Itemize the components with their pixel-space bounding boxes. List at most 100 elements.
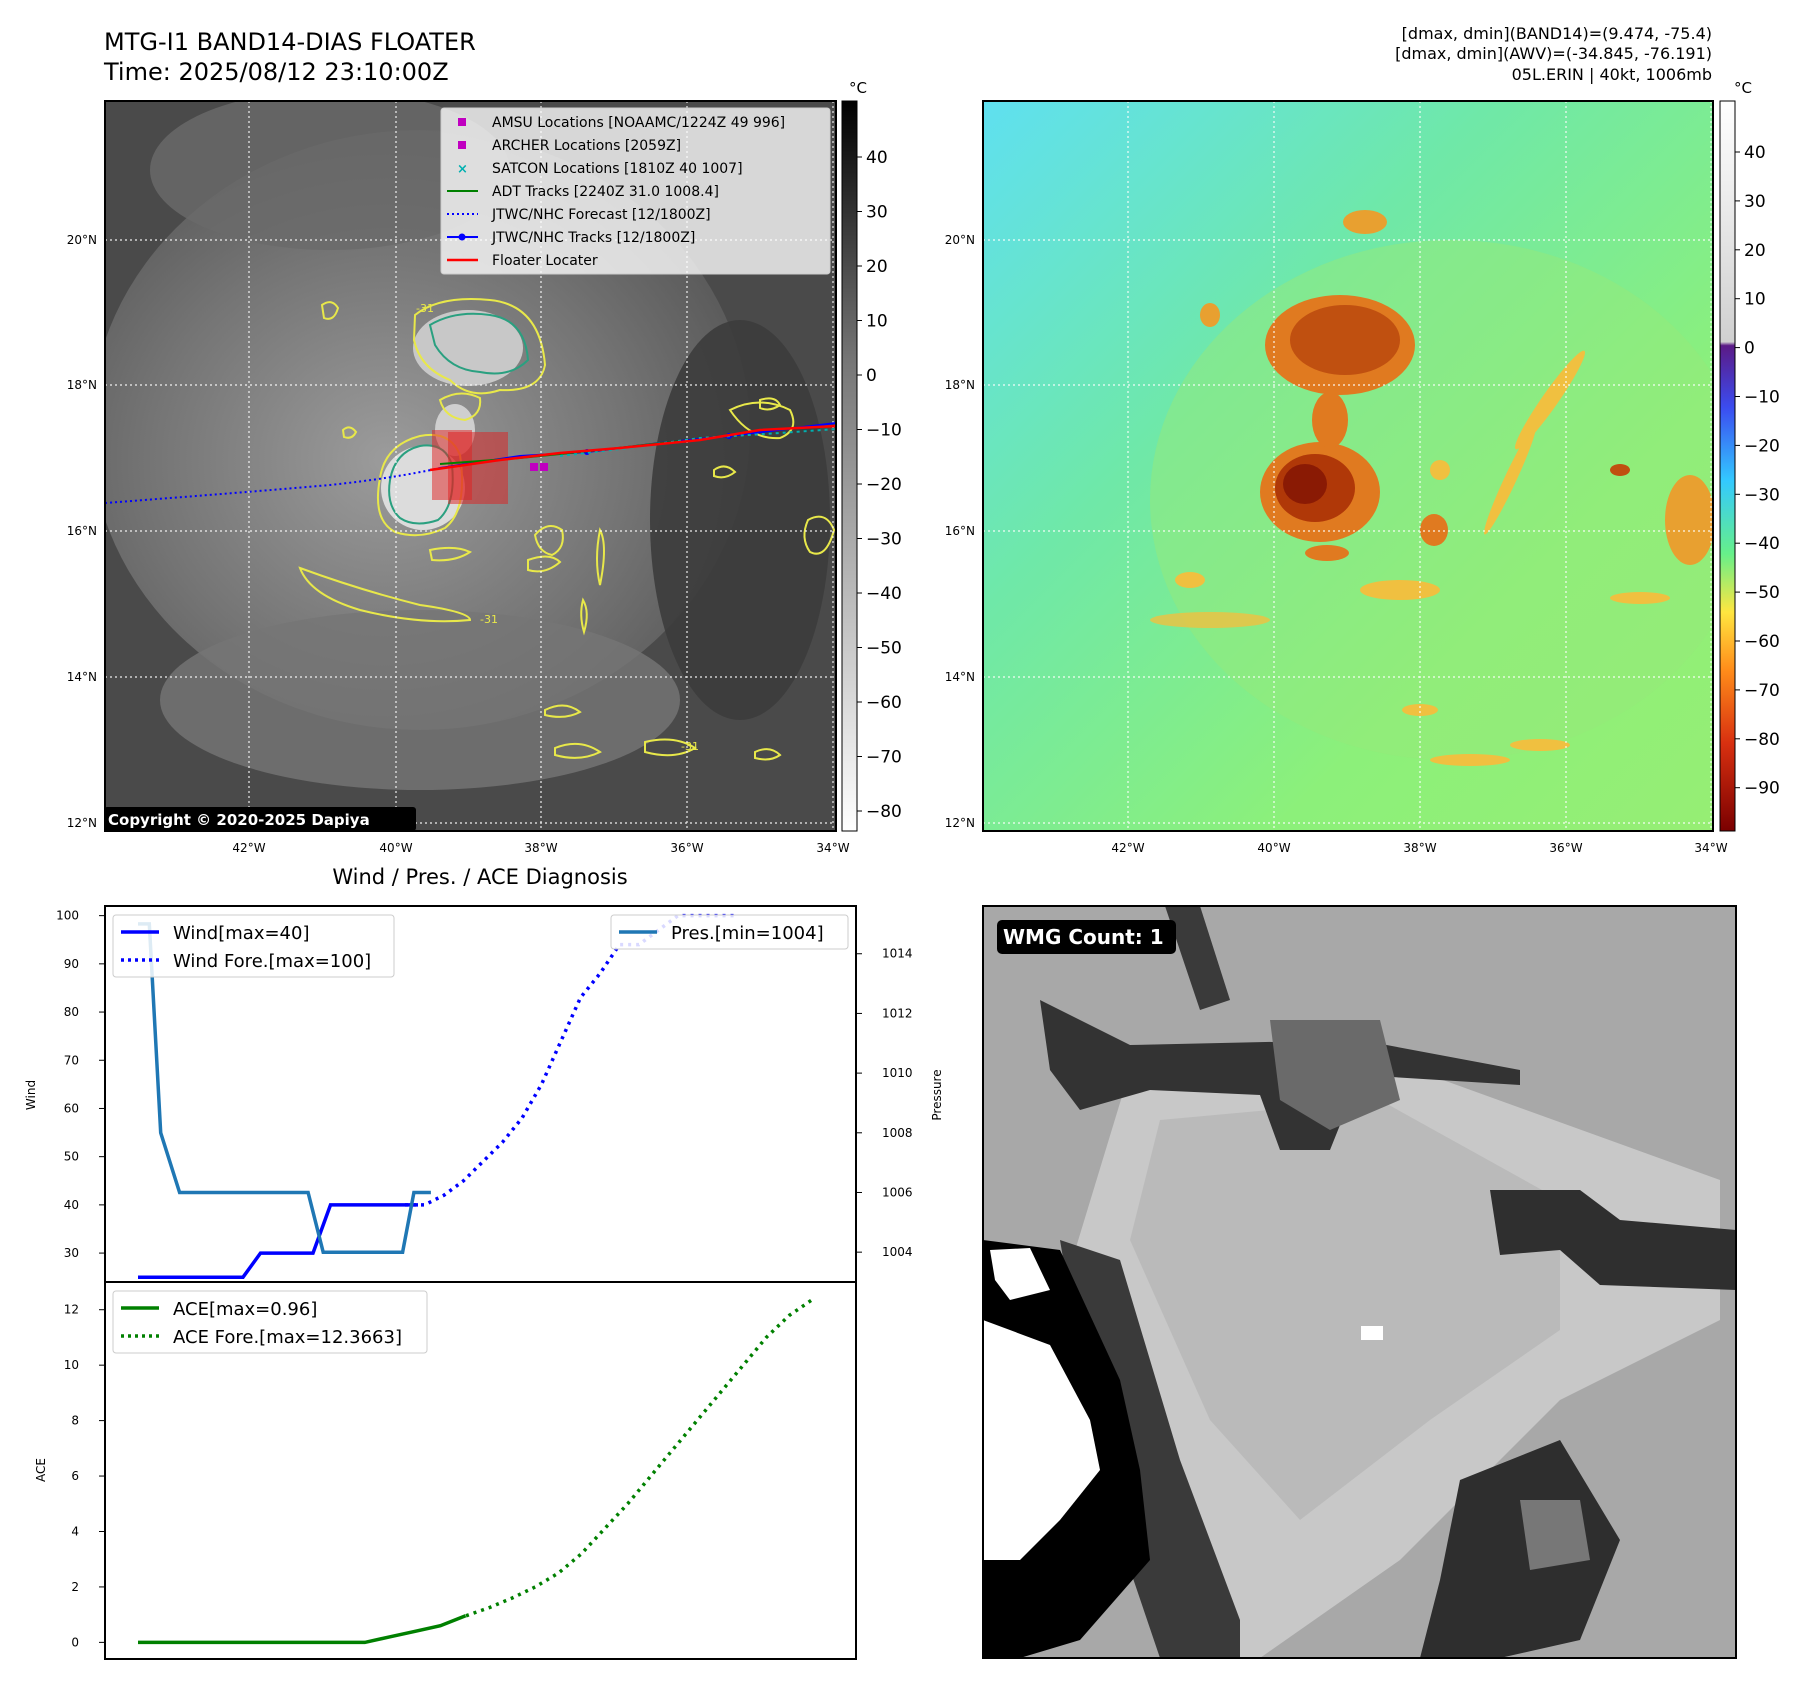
wind-tick-label: 40 xyxy=(64,1198,79,1212)
wmg-frame xyxy=(982,905,1737,1659)
awv-map-frame xyxy=(982,100,1714,832)
awv-lon-label: 36°W xyxy=(1549,841,1582,855)
legend-tracks-dot xyxy=(458,233,466,241)
awv-lat-label: 20°N xyxy=(945,233,975,247)
ir-colorbar-unit: °C xyxy=(849,79,867,97)
ace-axis-label: ACE xyxy=(34,1458,48,1482)
pressure-legend-box xyxy=(610,914,849,950)
pressure-tick-label: 1014 xyxy=(882,947,913,961)
awv-colorbar-tick-label: −80 xyxy=(1744,730,1780,750)
ace-tick-label: 10 xyxy=(64,1358,79,1372)
awv-colorbar xyxy=(1719,100,1736,832)
legend-archer-label: ARCHER Locations [2059Z] xyxy=(492,138,681,154)
acefore-legend-label: ACE Fore.[max=12.3663] xyxy=(173,1327,402,1348)
ace-tick-label: 12 xyxy=(64,1303,79,1317)
awv-map: 42°W 40°W 38°W 36°W 34°W 20°N 18°N 16°N … xyxy=(945,79,1780,855)
wmg-count-label: WMG Count: 1 xyxy=(1003,925,1164,949)
awv-lon-label: 42°W xyxy=(1111,841,1144,855)
ace-tick-label: 6 xyxy=(71,1469,79,1483)
ir-cloud-east xyxy=(650,320,830,720)
awv-lon-label: 34°W xyxy=(1694,841,1727,855)
awv-colorbar-tick-label: 20 xyxy=(1744,241,1766,261)
ir-contour-label-3: -31 xyxy=(681,740,699,753)
diagnosis-title: Wind / Pres. / ACE Diagnosis xyxy=(332,865,627,889)
ir-lat-label: 18°N xyxy=(67,378,97,392)
awv-colorbar-tick-label: −50 xyxy=(1744,583,1780,603)
ace-tick-label: 0 xyxy=(71,1635,79,1649)
awv-colorbar-tick-label: −90 xyxy=(1744,779,1780,799)
ir-colorbar-tick-label: −80 xyxy=(866,802,902,822)
diagnosis-panel: Wind / Pres. / ACE Diagnosis 10090807060… xyxy=(24,865,944,1660)
awv-lat-label: 18°N xyxy=(945,378,975,392)
wind-tick-label: 90 xyxy=(64,957,79,971)
ir-colorbar-tick-label: 30 xyxy=(866,203,888,223)
ir-cloud-north xyxy=(150,101,510,250)
pressure-axis-ticks: 1014 1012 1010 1008 1006 1004 xyxy=(856,947,913,1259)
awv-colorbar-tick-label: −20 xyxy=(1744,436,1780,456)
wind-legend: Wind[max=40] Wind Fore.[max=100] xyxy=(112,914,395,978)
ir-legend-box xyxy=(440,107,831,275)
wmg-lighter-core xyxy=(1130,1100,1560,1520)
legend-amsu-label: AMSU Locations [NOAAMC/1224Z 49 996] xyxy=(492,115,785,131)
ir-lon-label: 36°W xyxy=(670,841,703,855)
wind-axis-ticks: 100 90 80 70 60 50 40 30 xyxy=(56,909,105,1260)
awv-colorbar-unit: °C xyxy=(1734,79,1752,97)
ir-colorbar-tick-label: −20 xyxy=(866,475,902,495)
wmg-dark-west-edge xyxy=(1060,1240,1240,1658)
wmg-dark-diagonal xyxy=(1165,906,1230,1010)
legend-satcon-label: SATCON Locations [1810Z 40 1007] xyxy=(492,161,743,177)
legend-forecast-label: JTWC/NHC Forecast [12/1800Z] xyxy=(491,207,711,223)
amsu-marker xyxy=(530,463,538,471)
ace-observed-line xyxy=(138,1614,467,1645)
ir-map-frame xyxy=(104,100,837,832)
floater-box-b xyxy=(448,432,508,504)
awv-grid xyxy=(983,101,1713,831)
ir-colorbar-tick-label: −50 xyxy=(866,639,902,659)
ir-lon-label: 42°W xyxy=(232,841,265,855)
wmg-dark-south xyxy=(1420,1440,1620,1658)
awv-colorbar-tick-label: −30 xyxy=(1744,485,1780,505)
awv-colorbar-tick-label: −40 xyxy=(1744,534,1780,554)
ir-convection-north xyxy=(413,310,523,386)
awv-lat-label: 12°N xyxy=(945,816,975,830)
ir-colorbar-tick-label: 10 xyxy=(866,312,888,332)
awv-colorbar-tick-label: 30 xyxy=(1744,192,1766,212)
awv-lat-label: 16°N xyxy=(945,524,975,538)
awv-lon-label: 40°W xyxy=(1257,841,1290,855)
awv-colorbar-tick-label: 10 xyxy=(1744,290,1766,310)
ir-cloud-mass xyxy=(105,130,750,730)
pressure-tick-label: 1010 xyxy=(882,1066,913,1080)
pressure-line xyxy=(138,922,431,1254)
ir-colorbar-tick-label: −10 xyxy=(866,421,902,441)
legend-satcon-marker: × xyxy=(457,162,468,177)
ace-tick-label: 4 xyxy=(71,1524,79,1538)
awv-colorbar-tick-label: −70 xyxy=(1744,681,1780,701)
pressure-axis-label: Pressure xyxy=(930,1069,944,1120)
legend-adt-label: ADT Tracks [2240Z 31.0 1008.4] xyxy=(492,184,719,200)
floater-locater-track xyxy=(429,424,836,472)
figure-title: MTG-I1 BAND14-DIAS FLOATER xyxy=(104,28,476,56)
ace-legend-box xyxy=(112,1290,428,1354)
ace-legend-label: ACE[max=0.96] xyxy=(173,1299,317,1320)
info-line-2: [dmax, dmin](AWV)=(-34.845, -76.191) xyxy=(1395,44,1712,63)
ir-cloud-south xyxy=(160,610,680,790)
awv-colorbar-tick-label: −10 xyxy=(1744,388,1780,408)
wind-tick-label: 50 xyxy=(64,1150,79,1164)
wind-tick-label: 80 xyxy=(64,1005,79,1019)
wmg-white-patch xyxy=(983,1320,1100,1560)
ir-colorbar-tick-label: −40 xyxy=(866,584,902,604)
awv-colorbar-ticks: 40 30 20 10 0 −10 −20 −30 −40 −50 −60 −70 −80 −90 xyxy=(1735,143,1780,799)
windfore-legend-label: Wind Fore.[max=100] xyxy=(173,951,371,972)
ace-lines xyxy=(138,1298,814,1645)
awv-colorbar-tick-label: 40 xyxy=(1744,143,1766,163)
awv-moist-band xyxy=(1150,240,1713,760)
wind-observed-line xyxy=(138,1203,418,1279)
wind-legend-label: Wind[max=40] xyxy=(173,923,310,944)
ace-legend: ACE[max=0.96] ACE Fore.[max=12.3663] xyxy=(112,1290,428,1354)
ir-lon-label: 40°W xyxy=(379,841,412,855)
wmg-panel: WMG Count: 1 xyxy=(982,905,1737,1659)
satcon-track xyxy=(559,428,836,457)
ir-colorbar xyxy=(841,100,858,832)
pressure-tick-label: 1012 xyxy=(882,1006,913,1020)
